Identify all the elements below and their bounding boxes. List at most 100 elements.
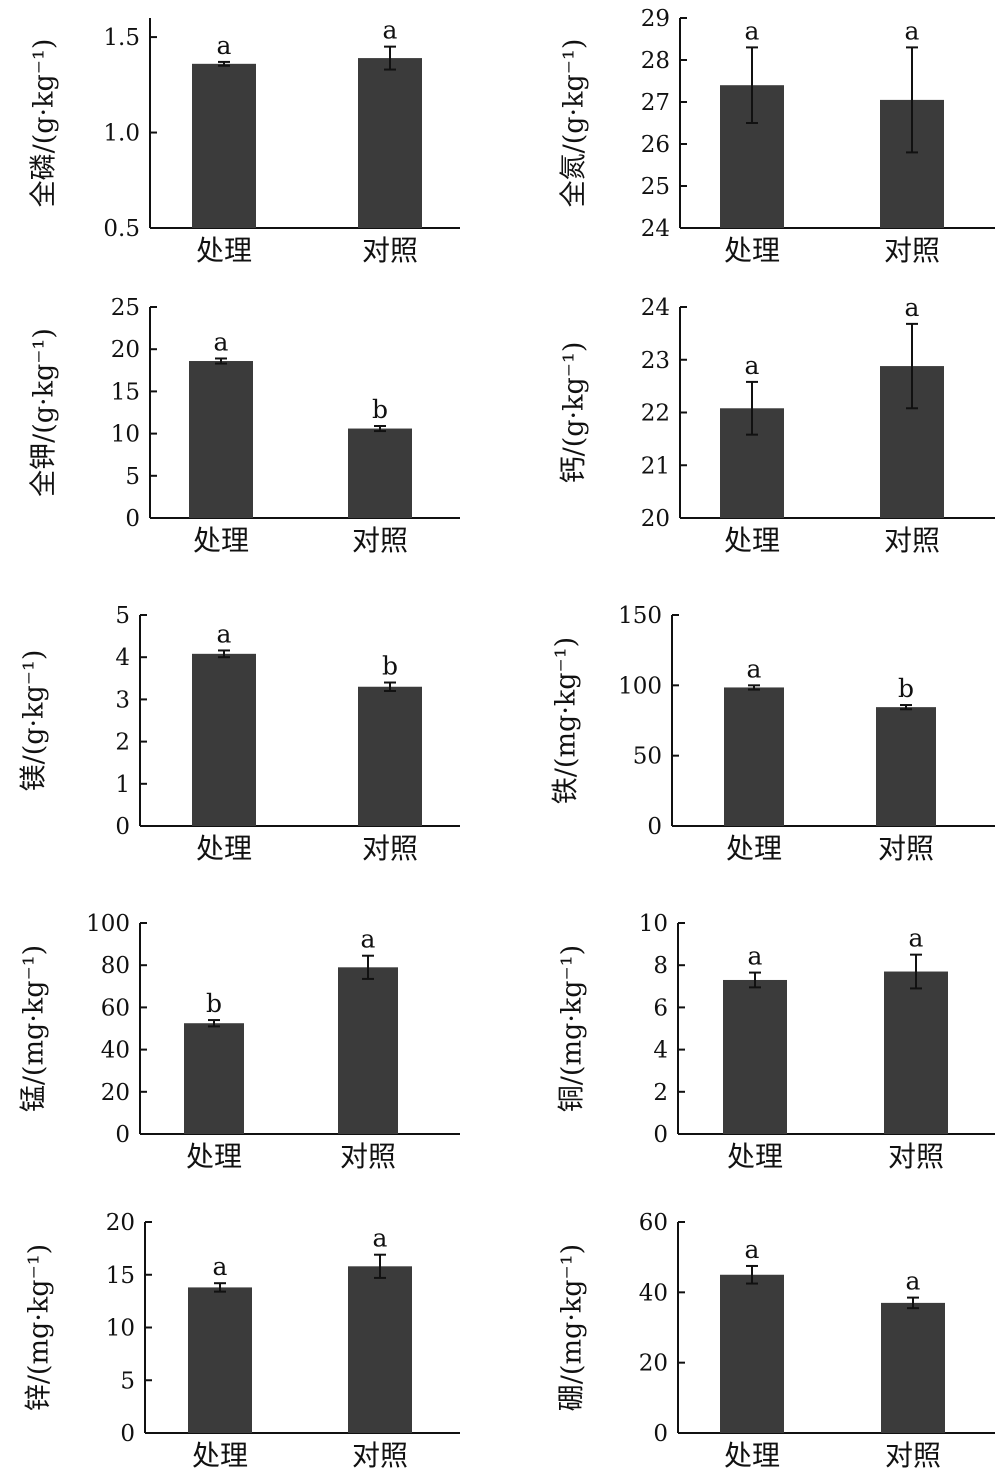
x-tick-label: 对照 xyxy=(884,234,940,267)
y-tick-label: 1.5 xyxy=(103,25,140,51)
significance-letter: b xyxy=(382,652,398,681)
significance-letter: a xyxy=(383,16,398,45)
significance-letter: b xyxy=(372,395,388,424)
chart-4: 20 21 22 23 24 a 处理 a 对照 钙/(g·kg⁻¹) xyxy=(559,293,995,557)
chart-8: 0 2 4 6 8 10 a 处理 a 对照 铜/(mg·kg⁻¹) xyxy=(557,911,995,1173)
x-tick-label: 对照 xyxy=(352,1439,408,1472)
significance-letter: a xyxy=(745,1235,760,1264)
bar xyxy=(189,361,253,518)
y-tick-label: 1.0 xyxy=(103,121,140,147)
y-tick-label: 150 xyxy=(618,603,662,629)
y-tick-label: 20 xyxy=(639,1351,668,1377)
significance-letter: a xyxy=(214,327,229,356)
x-tick-label: 对照 xyxy=(888,1140,944,1173)
bar xyxy=(192,63,256,229)
x-tick-label: 对照 xyxy=(340,1140,396,1173)
significance-letter: a xyxy=(217,619,232,648)
x-tick-label: 处理 xyxy=(726,832,782,865)
y-axis-label: 硼/(mg·kg⁻¹) xyxy=(557,1244,588,1411)
chart-5: 0 1 2 3 4 5 a 处理 b 对照 镁/(g·kg⁻¹) xyxy=(19,603,460,865)
y-tick-label: 5 xyxy=(115,603,130,629)
y-tick-label: 60 xyxy=(101,995,130,1021)
y-tick-label: 0 xyxy=(115,814,130,840)
significance-letter: a xyxy=(748,942,763,971)
significance-letter: a xyxy=(905,293,920,322)
significance-letter: a xyxy=(905,16,920,45)
y-tick-label: 23 xyxy=(641,348,670,374)
y-tick-label: 4 xyxy=(653,1038,668,1064)
x-tick-label: 对照 xyxy=(885,1439,941,1472)
bar xyxy=(338,967,398,1134)
bar xyxy=(188,1287,252,1433)
y-axis-label: 全钾/(g·kg⁻¹) xyxy=(29,328,60,497)
y-tick-label: 24 xyxy=(641,216,670,242)
chart-2: 24 25 26 27 28 29 a 处理 a 对照 全氮/(g·kg⁻¹) xyxy=(559,6,995,267)
x-tick-label: 处理 xyxy=(196,832,252,865)
x-tick-label: 处理 xyxy=(724,1439,780,1472)
y-tick-label: 3 xyxy=(115,687,130,713)
y-tick-label: 10 xyxy=(106,1316,135,1342)
y-tick-label: 5 xyxy=(125,464,140,490)
bar xyxy=(720,1274,784,1433)
chart-3: 0 5 10 15 20 25 a 处理 b 对照 全钾/(g·kg⁻¹) xyxy=(29,295,460,557)
x-tick-label: 处理 xyxy=(186,1140,242,1173)
chart-9: 0 5 10 15 20 a 处理 a 对照 锌/(mg·kg⁻¹) xyxy=(24,1210,460,1472)
y-tick-label: 15 xyxy=(111,379,140,405)
y-tick-label: 28 xyxy=(641,48,670,74)
y-tick-label: 40 xyxy=(101,1038,130,1064)
bar xyxy=(358,686,422,826)
x-tick-label: 处理 xyxy=(724,234,780,267)
y-axis-label: 镁/(g·kg⁻¹) xyxy=(19,650,50,792)
chart-10: 0 20 40 60 a 处理 a 对照 硼/(mg·kg⁻¹) xyxy=(557,1210,995,1472)
x-tick-label: 处理 xyxy=(193,524,249,557)
y-tick-label: 24 xyxy=(641,295,670,321)
bar xyxy=(876,707,936,826)
y-tick-label: 0 xyxy=(653,1122,668,1148)
bar xyxy=(348,1266,412,1433)
y-tick-label: 0.5 xyxy=(103,216,140,242)
bar xyxy=(724,687,784,826)
significance-letter: a xyxy=(747,654,762,683)
y-tick-label: 2 xyxy=(115,730,130,756)
y-tick-label: 10 xyxy=(639,911,668,937)
y-tick-label: 100 xyxy=(618,673,662,699)
y-tick-label: 20 xyxy=(101,1080,130,1106)
y-tick-label: 20 xyxy=(106,1210,135,1236)
y-tick-label: 29 xyxy=(641,6,670,32)
bar xyxy=(881,1302,945,1433)
chart-7: 0 20 40 60 80 100 b 处理 a 对照 锰/(mg·kg⁻¹) xyxy=(19,911,460,1173)
bar xyxy=(358,58,422,228)
bar xyxy=(184,1023,244,1134)
bar xyxy=(884,971,948,1134)
y-tick-label: 10 xyxy=(111,422,140,448)
y-tick-label: 5 xyxy=(120,1368,135,1394)
y-tick-label: 2 xyxy=(653,1080,668,1106)
y-tick-label: 21 xyxy=(641,453,670,479)
y-tick-label: 0 xyxy=(125,506,140,532)
y-axis-label: 钙/(g·kg⁻¹) xyxy=(559,342,590,484)
y-axis-label: 铜/(mg·kg⁻¹) xyxy=(557,945,588,1112)
chart-1: 0.5 1.0 1.5 a 处理 a 对照 全磷/(g·kg⁻¹) xyxy=(29,16,460,267)
y-tick-label: 100 xyxy=(86,911,130,937)
y-axis-label: 全磷/(g·kg⁻¹) xyxy=(29,39,60,208)
y-tick-label: 25 xyxy=(641,174,670,200)
y-tick-label: 26 xyxy=(641,132,670,158)
y-tick-label: 27 xyxy=(641,90,670,116)
x-tick-label: 处理 xyxy=(196,234,252,267)
significance-letter: a xyxy=(745,16,760,45)
significance-letter: a xyxy=(217,31,232,60)
significance-letter: b xyxy=(206,989,222,1018)
significance-letter: a xyxy=(745,351,760,380)
x-tick-label: 对照 xyxy=(362,832,418,865)
y-axis-label: 全氮/(g·kg⁻¹) xyxy=(559,39,590,208)
y-axis-label: 锌/(mg·kg⁻¹) xyxy=(24,1244,55,1411)
y-tick-label: 0 xyxy=(115,1122,130,1148)
y-tick-label: 8 xyxy=(653,953,668,979)
y-tick-label: 20 xyxy=(641,506,670,532)
y-tick-label: 60 xyxy=(639,1210,668,1236)
y-tick-label: 50 xyxy=(633,744,662,770)
y-tick-label: 80 xyxy=(101,953,130,979)
significance-letter: a xyxy=(213,1252,228,1281)
